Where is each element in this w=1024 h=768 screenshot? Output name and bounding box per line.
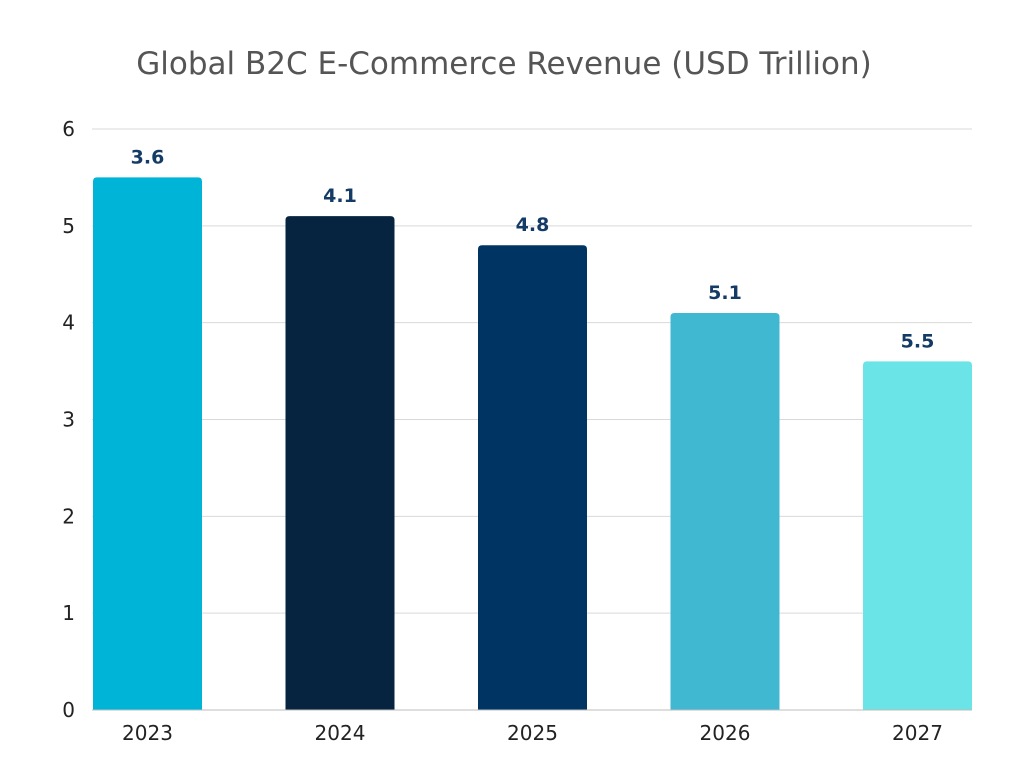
data-label-2024: 4.1	[323, 185, 357, 207]
bar-2025	[478, 245, 587, 710]
x-tick-label-2023: 2023	[122, 721, 173, 745]
x-tick-label-2026: 2026	[700, 721, 751, 745]
bar-2027	[863, 361, 972, 710]
y-tick-label: 6	[62, 117, 75, 141]
data-labels: 3.6 4.1 4.8 5.1 5.5	[131, 146, 935, 352]
data-label-2026: 5.1	[708, 282, 742, 304]
y-tick-label: 5	[62, 214, 75, 238]
bars	[93, 177, 972, 710]
bar-2023	[93, 177, 202, 710]
x-axis-ticks: 2023 2024 2025 2026 2027	[122, 721, 943, 745]
bar-2026	[670, 312, 780, 710]
y-tick-label: 0	[62, 698, 75, 722]
data-label-2025: 4.8	[516, 214, 550, 236]
y-tick-label: 3	[62, 408, 75, 432]
data-label-2023: 3.6	[131, 146, 165, 168]
x-tick-label-2027: 2027	[892, 721, 943, 745]
y-tick-label: 2	[62, 504, 75, 528]
x-tick-label-2024: 2024	[315, 721, 366, 745]
chart-title: Global B2C E-Commerce Revenue (USD Trill…	[136, 46, 871, 82]
bar-2024	[285, 216, 395, 710]
y-axis-ticks: 0 1 2 3 4 5 6	[62, 117, 75, 722]
y-tick-label: 4	[62, 311, 75, 335]
data-label-2027: 5.5	[901, 330, 935, 352]
x-tick-label-2025: 2025	[507, 721, 558, 745]
y-tick-label: 1	[62, 601, 75, 625]
